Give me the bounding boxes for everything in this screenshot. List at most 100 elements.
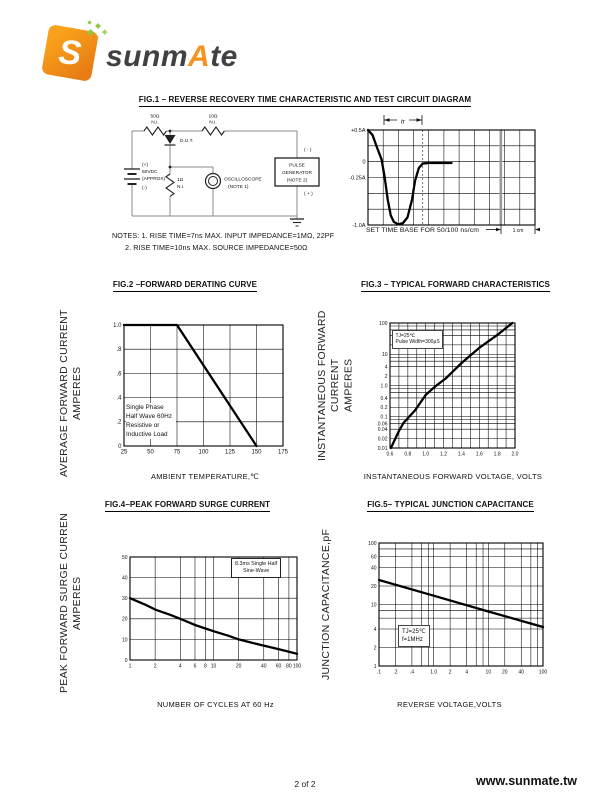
logo-wordmark: sunmAte [106, 40, 238, 74]
svg-text:4: 4 [374, 627, 377, 633]
svg-text:50: 50 [147, 450, 154, 456]
svg-text:-0.25A: -0.25A [349, 175, 366, 181]
svg-text:0: 0 [118, 444, 122, 450]
dut-label: D.U.T. [180, 138, 193, 144]
pulse-gen-label-3: (NOTE 2) [287, 178, 308, 184]
r1-tag-label: N.I. [151, 120, 158, 126]
r3-tag-label: N.I. [177, 184, 184, 190]
svg-text:1.4: 1.4 [458, 452, 465, 458]
one-cm-marker: 1 cm [486, 225, 540, 234]
tr-time-marker: tr [383, 114, 423, 126]
fig5-x-axis-label: REVERSE VOLTAGE,VOLTS [397, 700, 502, 709]
fig4-annotation: 8.3ms Single Half Sine-Wave [231, 558, 282, 579]
oscilloscope-symbol [204, 172, 222, 190]
oscilloscope-note-label: (NOTE 1) [228, 184, 249, 190]
fig2-derating-chart: 25 50 75 100 125 150 175 0 .2 .4 .6 .8 1.0 [96, 318, 292, 460]
svg-text:1: 1 [374, 664, 377, 670]
website-link[interactable]: www.sunmate.tw [476, 774, 577, 788]
fig1-note-1: NOTES: 1. RISE TIME=7ns MAX. INPUT IMPED… [112, 231, 335, 240]
svg-text:1.0: 1.0 [430, 670, 437, 676]
svg-text:1: 1 [129, 664, 132, 670]
svg-text:2.0: 2.0 [512, 452, 519, 458]
svg-text:.2: .2 [393, 670, 397, 676]
svg-text:0.6: 0.6 [387, 452, 394, 458]
logo-spark-icon [87, 20, 92, 25]
pulse-gen-plus-label: ( + ) [304, 191, 313, 197]
circuit-node [168, 165, 172, 169]
svg-text:2: 2 [374, 645, 377, 651]
logo-wordmark-part: te [210, 40, 238, 73]
r3-value-label: 1Ω [177, 177, 184, 183]
svg-text:-1.0A: -1.0A [352, 223, 365, 228]
fig3-x-axis-label: INSTANTANEOUS FORWARD VOLTAGE, VOLTS [363, 472, 543, 481]
fig3-title: FIG.3 – TYPICAL FORWARD CHARACTERISTICS [338, 280, 573, 292]
svg-text:0.02: 0.02 [378, 436, 388, 442]
pulse-gen-label-2: GENERATOR [282, 170, 312, 176]
fig3-annotation: TJ=25℃ Pulse Width=300μS [392, 330, 444, 349]
pulse-gen-minus-label: ( - ) [304, 147, 312, 153]
fig1-notes: NOTES: 1. RISE TIME=7ns MAX. INPUT IMPED… [112, 230, 372, 253]
svg-text:4: 4 [465, 670, 468, 676]
svg-text:.8: .8 [116, 347, 122, 353]
svg-text:2: 2 [385, 374, 388, 380]
svg-text:100: 100 [368, 541, 377, 547]
battery-voltage-label: 50VDC [142, 169, 158, 175]
fig2-annotation: Single Phase Half Wave 60Hz Resistive or… [126, 403, 176, 439]
svg-text:0: 0 [362, 160, 365, 166]
svg-text:100: 100 [198, 450, 209, 456]
logo-spark-icon [95, 23, 101, 29]
one-cm-label: 1 cm [513, 228, 524, 234]
svg-text:0.4: 0.4 [381, 396, 388, 402]
svg-text:60: 60 [371, 555, 377, 561]
pulse-generator-box [274, 157, 320, 187]
svg-text:10: 10 [211, 664, 217, 670]
dut-diode-symbol [164, 135, 176, 144]
svg-text:1.0: 1.0 [113, 323, 122, 329]
logo-wordmark-part: sunm [106, 40, 189, 73]
fig1-note-2: 2. RISE TIME=10ns MAX. SOURCE IMPEDANCE=… [125, 242, 308, 252]
svg-text:75: 75 [174, 450, 181, 456]
svg-text:10: 10 [382, 352, 388, 358]
svg-text:0.01: 0.01 [378, 446, 388, 452]
svg-text:20: 20 [236, 664, 242, 670]
oscilloscope-label: OSCILLOSCOPE [224, 177, 262, 183]
resistor-10ohm-symbol [201, 126, 225, 136]
battery-symbol [124, 168, 140, 185]
fig3-forward-characteristics-chart: 0.6 0.8 1.0 1.2 1.4 1.6 1.8 2.0 100 10 4 2 1.0 0.4 0.2… [362, 316, 524, 458]
svg-text:0.8: 0.8 [404, 452, 411, 458]
fig5-title: FIG.5– TYPICAL JUNCTION CAPACITANCE [338, 500, 563, 512]
svg-text:150: 150 [251, 450, 262, 456]
page-number: 2 of 2 [294, 779, 316, 789]
fig1-waveform-chart: +0.5A 0 -0.25A -1.0A [340, 124, 540, 228]
svg-text:100: 100 [379, 321, 388, 327]
svg-text:0.1: 0.1 [381, 415, 388, 421]
r2-tag-label: N.I. [209, 120, 216, 126]
logo-spark-icon [102, 29, 108, 35]
r2-value-label: 10Ω [209, 114, 218, 120]
fig5-annotation: TJ=25℃ f=1MHz [398, 625, 430, 648]
svg-text:.4: .4 [410, 670, 414, 676]
svg-text:20: 20 [122, 617, 128, 623]
pulse-gen-label-1: PULSE [289, 163, 305, 169]
svg-text:175: 175 [278, 450, 289, 456]
svg-text:20: 20 [502, 670, 508, 676]
r1-value-label: 50Ω [151, 114, 160, 120]
fig4-y-axis-label: PEAK FORWARD SURGE CURREN AMPERES [58, 512, 84, 694]
svg-text:0.04: 0.04 [378, 427, 388, 433]
svg-text:125: 125 [225, 450, 236, 456]
svg-text:0.2: 0.2 [381, 405, 388, 411]
svg-text:0: 0 [125, 658, 128, 664]
svg-text:1.6: 1.6 [476, 452, 483, 458]
fig2-y-axis-label: AVERAGE FORWARD CURRENT AMPERES [58, 309, 84, 477]
battery-minus-label: (-) [142, 185, 147, 191]
svg-text:20: 20 [371, 584, 377, 590]
svg-text:40: 40 [261, 664, 267, 670]
battery-approx-label: (APPROX) [142, 176, 166, 182]
fig4-x-axis-label: NUMBER OF CYCLES AT 60 Hz [157, 700, 274, 709]
svg-text:+0.5A: +0.5A [351, 128, 366, 134]
svg-text:2: 2 [154, 664, 157, 670]
svg-text:1.0: 1.0 [422, 452, 429, 458]
svg-text:50: 50 [122, 555, 128, 561]
tr-label: tr [401, 119, 406, 126]
